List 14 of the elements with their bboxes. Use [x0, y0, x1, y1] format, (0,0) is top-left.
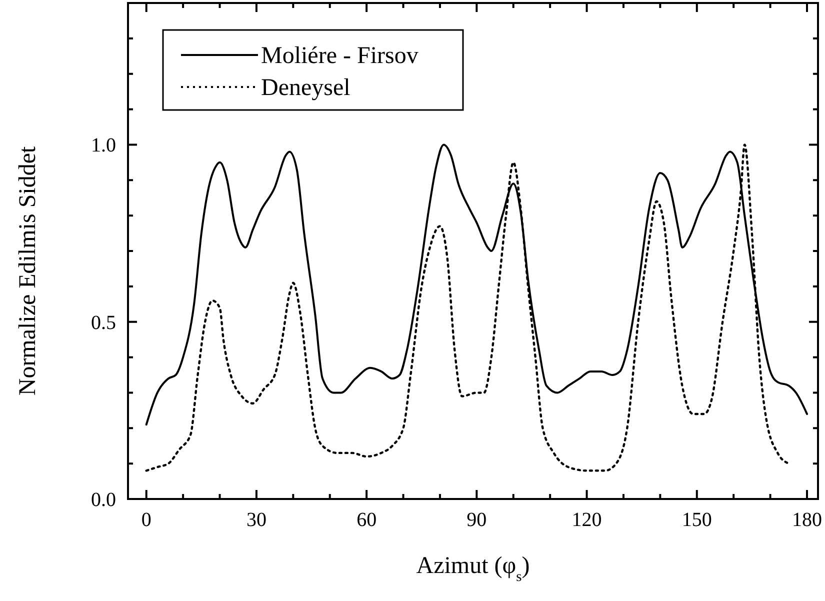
- legend-label: Deneysel: [261, 75, 351, 101]
- y-tick-label: 0.5: [91, 312, 116, 334]
- x-axis-title: Azimut (φ$_{s}$): [416, 553, 530, 585]
- x-tick-label: 180: [792, 509, 822, 531]
- x-tick-label: 60: [356, 509, 377, 531]
- y-axis-title: Normalize Edilmis Siddet: [15, 146, 41, 396]
- x-tick-label: 30: [246, 509, 266, 531]
- y-tick-label: 1.0: [91, 134, 116, 157]
- y-tick-label: 0.0: [91, 489, 116, 511]
- x-tick-label: 90: [466, 509, 487, 531]
- legend-label: Moliére - Firsov: [261, 43, 418, 69]
- x-tick-label: 120: [572, 509, 602, 531]
- x-tick-label: 150: [682, 509, 712, 531]
- x-tick-label: 0: [141, 509, 152, 531]
